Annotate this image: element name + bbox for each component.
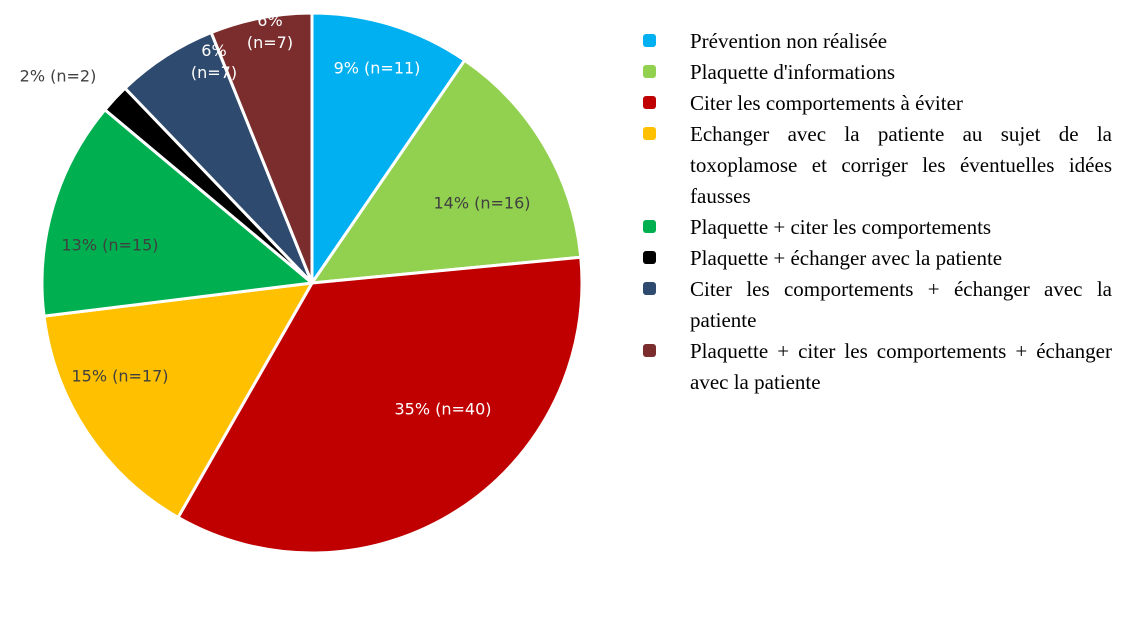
pie-slice <box>209 11 314 285</box>
data-label: 15% (n=17) <box>71 367 168 386</box>
pie-slice <box>40 108 314 318</box>
legend-item: Plaquette + citer les comportements + éc… <box>640 336 1112 398</box>
legend-swatch <box>643 65 656 78</box>
legend-item: Plaquette + citer les comportements <box>640 212 1112 243</box>
legend-label: Plaquette + citer les comportements <box>690 215 992 239</box>
legend-label: Citer les comportements à éviter <box>690 91 963 115</box>
legend-swatch <box>643 282 656 295</box>
data-label-line: (n=7) <box>247 33 293 52</box>
legend-item: Plaquette d'informations <box>640 57 1112 88</box>
pie-slice <box>42 281 314 519</box>
data-label-line: 6% <box>257 11 282 30</box>
legend-swatch <box>643 251 656 264</box>
data-label: 35% (n=40) <box>394 400 491 419</box>
data-label: 2% (n=2) <box>20 67 97 86</box>
legend-item: Echanger avec la patiente au sujet de la… <box>640 119 1112 212</box>
legend: Prévention non réalisée Plaquette d'infor… <box>640 26 1112 398</box>
legend-swatch <box>643 96 656 109</box>
data-label: 14% (n=16) <box>433 194 530 213</box>
data-label: 13% (n=15) <box>61 236 158 255</box>
data-label: 9% (n=11) <box>334 59 421 78</box>
legend-label: Citer les comportements + échanger avec … <box>690 277 1112 332</box>
legend-label: Echanger avec la patiente au sujet de la… <box>690 122 1112 208</box>
legend-item: Citer les comportements à éviter <box>640 88 1112 119</box>
data-label: 6% (n=7) <box>191 41 237 82</box>
legend-item: Citer les comportements + échanger avec … <box>640 274 1112 336</box>
data-label-line: 6% <box>201 41 226 60</box>
legend-label: Plaquette + échanger avec la patiente <box>690 246 1003 270</box>
legend-item: Plaquette + échanger avec la patiente <box>640 243 1112 274</box>
data-label-line: (n=7) <box>191 63 237 82</box>
pie-slice <box>310 11 467 285</box>
legend-label: Plaquette + citer les comportements + éc… <box>690 339 1112 394</box>
chart: 9% (n=11) 14% (n=16) 35% (n=40) 15% (n=17) 1… <box>19 11 584 555</box>
data-label: 6% (n=7) <box>247 11 293 52</box>
legend-swatch <box>643 127 656 140</box>
pie-slice <box>176 255 584 555</box>
pie-slice <box>310 58 583 285</box>
legend-swatch <box>643 220 656 233</box>
legend-swatch <box>643 344 656 357</box>
legend-item: Prévention non réalisée <box>640 26 1112 57</box>
legend-label: Prévention non réalisée <box>690 29 888 53</box>
legend-swatch <box>643 34 656 47</box>
legend-label: Plaquette d'informations <box>690 60 895 84</box>
